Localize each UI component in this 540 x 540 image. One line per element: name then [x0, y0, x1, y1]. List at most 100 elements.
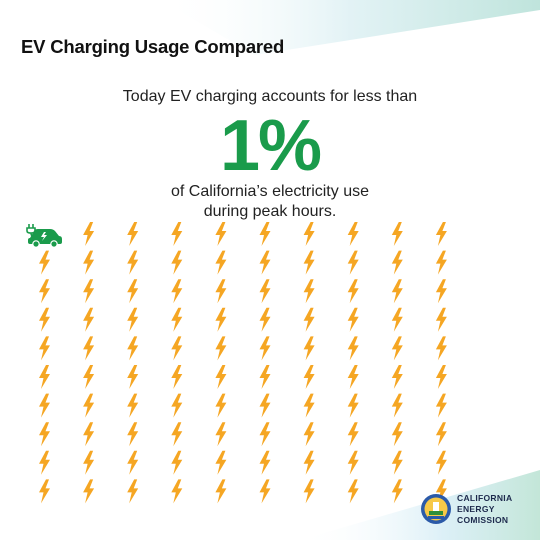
lightning-bolt-icon [435, 450, 447, 475]
lightning-bolt-icon [391, 393, 403, 418]
lightning-bolt-icon [435, 365, 447, 389]
lightning-bolt-icon [303, 307, 315, 332]
lightning-bolt-icon [39, 365, 50, 389]
lightning-bolt-icon [303, 250, 315, 275]
lightning-bolt-icon [259, 336, 271, 361]
lightning-bolt-icon [39, 307, 50, 332]
lightning-bolt-icon [303, 336, 315, 361]
lightning-bolt-icon [127, 422, 139, 447]
lightning-bolt-icon [347, 222, 359, 246]
lightning-bolt-icon [215, 479, 227, 504]
logo: CALIFORNIA ENERGY COMISSION [420, 493, 530, 529]
lightning-bolt-icon [171, 422, 183, 447]
lightning-bolt-icon [303, 393, 315, 418]
lightning-bolt-icon [391, 336, 403, 361]
lightning-bolt-icon [347, 365, 359, 389]
lightning-bolt-icon [391, 450, 403, 475]
tail-line-1: of California’s electricity use [170, 183, 369, 200]
lightning-bolt-icon [435, 479, 447, 504]
lightning-bolt-icon [215, 222, 227, 246]
lightning-bolt-icon [127, 336, 139, 361]
lightning-bolt-icon [259, 422, 271, 447]
lightning-bolt-icon [391, 422, 403, 447]
lightning-bolt-icon [259, 450, 271, 475]
lightning-bolt-icon [127, 250, 139, 275]
percent-value: 1% [219, 106, 322, 186]
lightning-bolt-icon [259, 250, 271, 275]
lightning-bolt-icon [391, 307, 403, 332]
lightning-bolt-icon [39, 450, 50, 475]
lightning-bolt-icon [127, 450, 139, 475]
tail-text: of California’s electricity use during p… [0, 182, 540, 222]
lightning-bolt-icon [171, 279, 183, 304]
lightning-bolt-icon [39, 422, 50, 447]
lightning-bolt-icon [83, 279, 95, 304]
lightning-bolt-icon [435, 222, 447, 246]
lightning-bolt-icon [127, 222, 139, 246]
lightning-bolt-icon [39, 393, 50, 418]
lightning-bolt-icon [391, 222, 403, 246]
lightning-bolt-icon [171, 307, 183, 332]
lightning-bolt-icon [83, 450, 95, 475]
lightning-bolt-icon [347, 422, 359, 447]
logo-text: CALIFORNIA ENERGY COMISSION [457, 493, 512, 526]
lightning-bolt-icon [259, 365, 271, 389]
logo-line-1: CALIFORNIA [457, 493, 513, 503]
lightning-bolt-icon [171, 336, 183, 361]
lightning-bolt-icon [39, 336, 50, 361]
lightning-bolt-icon [83, 365, 95, 389]
lightning-bolt-icon [127, 393, 139, 418]
lightning-bolt-icon [83, 307, 95, 332]
lightning-bolt-icon [259, 279, 271, 304]
lightning-bolt-icon [83, 250, 95, 275]
lightning-bolt-icon [215, 279, 227, 304]
lightning-bolt-icon [303, 279, 315, 304]
lightning-bolt-icon [303, 450, 315, 475]
lightning-bolt-icon [435, 279, 447, 304]
lightning-bolt-icon [127, 365, 139, 389]
lightning-bolt-icon [83, 222, 95, 246]
lightning-bolt-icon [215, 393, 227, 418]
lightning-bolt-icon [347, 450, 359, 475]
lightning-bolt-icon [83, 393, 95, 418]
lightning-bolt-icon [259, 307, 271, 332]
lightning-bolt-icon [435, 393, 447, 418]
lightning-bolt-icon [347, 393, 359, 418]
lightning-bolt-icon [215, 307, 227, 332]
lightning-bolt-icon [171, 250, 183, 275]
lightning-bolt-icon [83, 422, 95, 447]
lightning-bolt-icon [39, 479, 50, 504]
lightning-bolt-icon [171, 479, 183, 504]
lightning-bolt-icon [259, 479, 271, 504]
lightning-bolt-icon [435, 307, 447, 332]
lightning-bolt-icon [83, 479, 95, 504]
lightning-bolt-icon [391, 279, 403, 304]
lightning-bolt-icon [39, 250, 50, 275]
lightning-bolt-icon [215, 365, 227, 389]
lightning-bolt-icon [127, 479, 139, 504]
lightning-bolt-icon [303, 422, 315, 447]
logo-line-3: COMISSION [457, 515, 509, 525]
lightning-bolt-icon [347, 250, 359, 275]
lightning-bolt-icon [259, 393, 271, 418]
lightning-bolt-icon [303, 222, 315, 246]
lightning-bolt-icon [303, 479, 315, 504]
lightning-bolt-icon [171, 222, 183, 246]
lightning-bolt-icon [259, 222, 271, 246]
lightning-bolt-icon [347, 336, 359, 361]
lightning-bolt-icon [303, 365, 315, 389]
lightning-bolt-icon [215, 450, 227, 475]
logo-line-2: ENERGY [457, 504, 495, 514]
lead-text: Today EV charging accounts for less than [122, 88, 418, 105]
lightning-bolt-icon [347, 279, 359, 304]
ev-car-charging-icon [26, 224, 62, 248]
page-title: EV Charging Usage Compared [21, 36, 285, 57]
lightning-bolt-icon [171, 450, 183, 475]
lightning-bolt-icon [347, 479, 359, 504]
lightning-bolt-icon [435, 336, 447, 361]
lightning-bolt-icon [391, 250, 403, 275]
tail-line-2: during peak hours. [203, 203, 337, 220]
lightning-bolt-icon [215, 336, 227, 361]
lightning-bolt-icon [435, 422, 447, 447]
lightning-bolt-icon [435, 250, 447, 275]
